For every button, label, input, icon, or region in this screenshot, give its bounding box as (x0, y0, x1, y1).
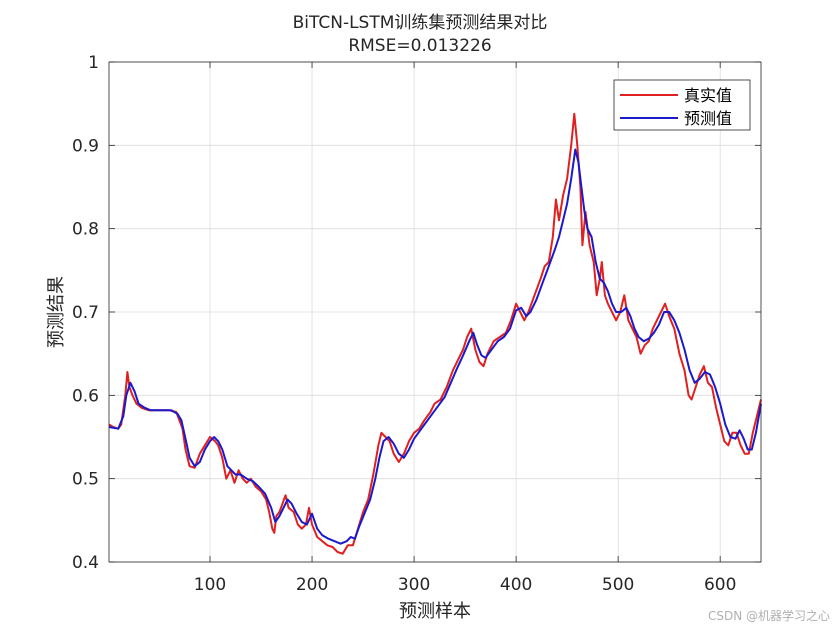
x-tick-label: 300 (398, 575, 430, 595)
x-tick-label: 100 (194, 575, 226, 595)
y-tick-labels: 0.4 0.5 0.6 0.7 0.8 0.9 1 (72, 53, 99, 573)
x-tick-labels: 100 200 300 400 500 600 (194, 575, 737, 595)
x-tick-label: 600 (704, 575, 736, 595)
series-group (108, 112, 762, 555)
watermark: CSDN @机器学习之心 (707, 609, 830, 623)
series-line-actual (108, 112, 762, 555)
y-tick-label: 0.6 (72, 386, 99, 406)
series-line-predicted (108, 148, 762, 545)
chart-title: BiTCN-LSTM训练集预测结果对比 (292, 13, 548, 33)
y-tick-label: 0.9 (72, 136, 99, 156)
legend-box (613, 79, 751, 131)
chart-subtitle-rmse: RMSE=0.013226 (348, 36, 492, 56)
axis-ticks (109, 61, 761, 563)
y-tick-label: 0.7 (72, 303, 99, 323)
x-axis-label: 预测样本 (399, 601, 471, 622)
y-tick-label: 0.4 (72, 553, 99, 573)
y-axis-label: 预测结果 (46, 276, 67, 348)
y-tick-label: 0.8 (72, 220, 99, 240)
x-tick-label: 200 (296, 575, 328, 595)
x-tick-label: 400 (500, 575, 532, 595)
y-tick-label: 1 (88, 53, 99, 73)
legend-label-predicted: 预测值 (684, 109, 732, 128)
legend-label-actual: 真实值 (684, 86, 732, 105)
x-tick-label: 500 (602, 575, 634, 595)
y-tick-label: 0.5 (72, 470, 99, 490)
legend: 真实值 预测值 (613, 79, 751, 131)
